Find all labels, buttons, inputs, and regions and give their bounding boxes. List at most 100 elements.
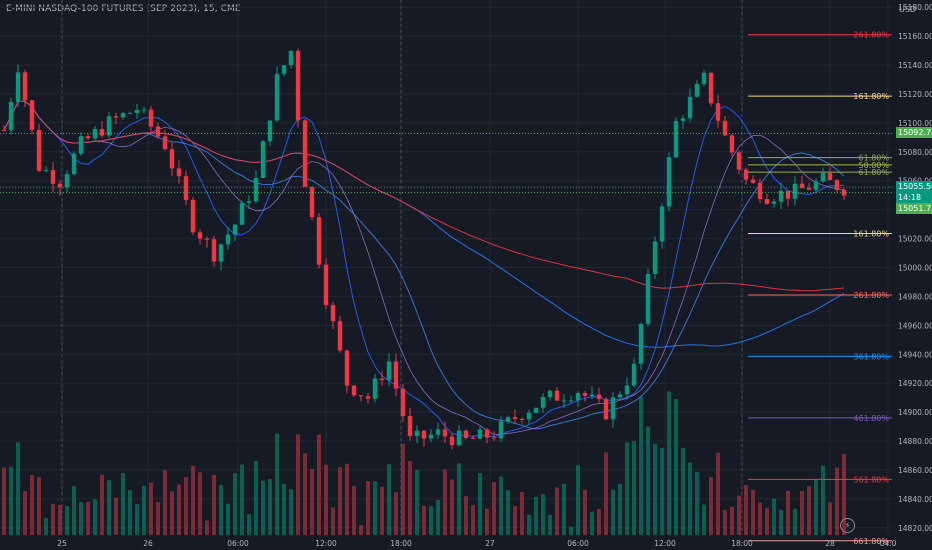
volume-bar xyxy=(751,489,755,535)
volume-bar xyxy=(569,526,573,535)
volume-bars xyxy=(2,391,846,535)
price-tick-label: 14880.00 xyxy=(898,437,932,446)
volume-bar xyxy=(737,495,741,535)
candle-body xyxy=(729,135,735,153)
price-tick-label: 15160.00 xyxy=(898,32,932,41)
volume-bar xyxy=(807,486,811,535)
candle-body xyxy=(211,239,217,262)
candle-body xyxy=(22,72,28,101)
volume-bar xyxy=(576,465,580,535)
candle-body xyxy=(344,350,350,386)
volume-bar xyxy=(261,480,265,535)
volume-bar xyxy=(275,433,279,535)
volume-bar xyxy=(282,483,286,535)
candle-body xyxy=(617,394,623,398)
candle-body xyxy=(50,170,56,184)
candle-body xyxy=(554,390,560,401)
moving-average-line xyxy=(3,100,845,348)
candle-body xyxy=(673,120,679,158)
candle-body xyxy=(316,217,322,265)
volume-bar xyxy=(163,469,167,535)
time-tick-label: 06:00 xyxy=(227,539,249,548)
candle-body xyxy=(400,388,406,416)
candle-body xyxy=(204,238,210,240)
candle-body xyxy=(687,96,693,119)
volume-bar xyxy=(373,481,377,535)
volume-bar xyxy=(142,485,146,535)
fib-level-label: 261.80% xyxy=(853,291,889,300)
volume-bar xyxy=(366,481,370,535)
chart-title: E-MINI NASDAQ-100 FUTURES (SEP 2023), 15… xyxy=(6,4,241,14)
candle-body xyxy=(57,183,63,188)
price-tick-label: 15060.00 xyxy=(898,177,932,186)
candle-body xyxy=(442,429,448,437)
volume-bar xyxy=(835,467,839,535)
volume-bar xyxy=(695,471,699,535)
candle-body xyxy=(99,129,105,136)
volume-bar xyxy=(646,426,650,535)
candle-body xyxy=(337,321,343,351)
volume-bar xyxy=(380,486,384,535)
time-tick-label: 25 xyxy=(57,539,67,548)
volume-bar xyxy=(317,434,321,535)
price-tick-label: 15180.00 xyxy=(898,3,932,12)
fib-level-label: 61.80% xyxy=(858,154,889,163)
volume-bar xyxy=(352,486,356,535)
candle-body xyxy=(302,120,308,188)
candle-body xyxy=(491,437,497,439)
candle-body xyxy=(71,153,77,175)
volume-bar xyxy=(226,503,230,535)
candle-body xyxy=(820,172,826,182)
candle-body xyxy=(631,363,637,386)
moving-average-line xyxy=(3,100,845,292)
price-tick-label: 14820.00 xyxy=(898,524,932,533)
price-tick-label: 14920.00 xyxy=(898,379,932,388)
candle-body xyxy=(218,244,224,262)
volume-bar xyxy=(205,520,209,535)
candle-body xyxy=(540,397,546,408)
candle-body xyxy=(512,417,518,419)
fib-level-label: 461.80% xyxy=(853,414,889,423)
volume-bar xyxy=(72,486,76,535)
candle-body xyxy=(358,395,364,397)
candle-body xyxy=(526,412,532,420)
candle-body xyxy=(141,109,147,111)
volume-bar xyxy=(464,496,468,535)
volume-bar xyxy=(93,499,97,535)
time-tick-label: 26 xyxy=(143,539,153,548)
time-tick-label: 12:00 xyxy=(654,539,676,548)
candle-body xyxy=(134,109,140,113)
candle-body xyxy=(603,398,609,420)
candle-body xyxy=(267,120,273,142)
time-tick-label: 06:00 xyxy=(567,539,589,548)
volume-bar xyxy=(177,484,181,535)
price-tick-label: 15000.00 xyxy=(898,264,932,273)
volume-bar xyxy=(541,494,545,535)
upper-price-tag: 15092.75 xyxy=(896,127,932,139)
candle-body xyxy=(323,264,329,305)
candle-body xyxy=(295,50,301,121)
volume-bar xyxy=(100,474,104,535)
candle-body xyxy=(743,169,749,180)
volume-bar xyxy=(723,510,727,535)
candle-body xyxy=(288,50,294,66)
volume-bar xyxy=(9,466,13,535)
volume-bar xyxy=(198,472,202,535)
lightning-icon[interactable]: ⚡ xyxy=(840,518,855,533)
candle-body xyxy=(547,390,553,398)
volume-bar xyxy=(23,491,27,535)
candle-body xyxy=(8,102,14,131)
volume-bar xyxy=(268,479,272,535)
candle-body xyxy=(162,136,168,150)
candle-body xyxy=(638,323,644,364)
candle-body xyxy=(421,430,427,439)
volume-bar xyxy=(842,454,846,535)
volume-bar xyxy=(667,391,671,535)
volume-bar xyxy=(107,480,111,535)
candle-body xyxy=(785,190,791,199)
candle-body xyxy=(750,179,756,183)
volume-bar xyxy=(44,518,48,535)
candle-body xyxy=(624,385,630,395)
fib-level-label: 161.80% xyxy=(853,230,889,239)
